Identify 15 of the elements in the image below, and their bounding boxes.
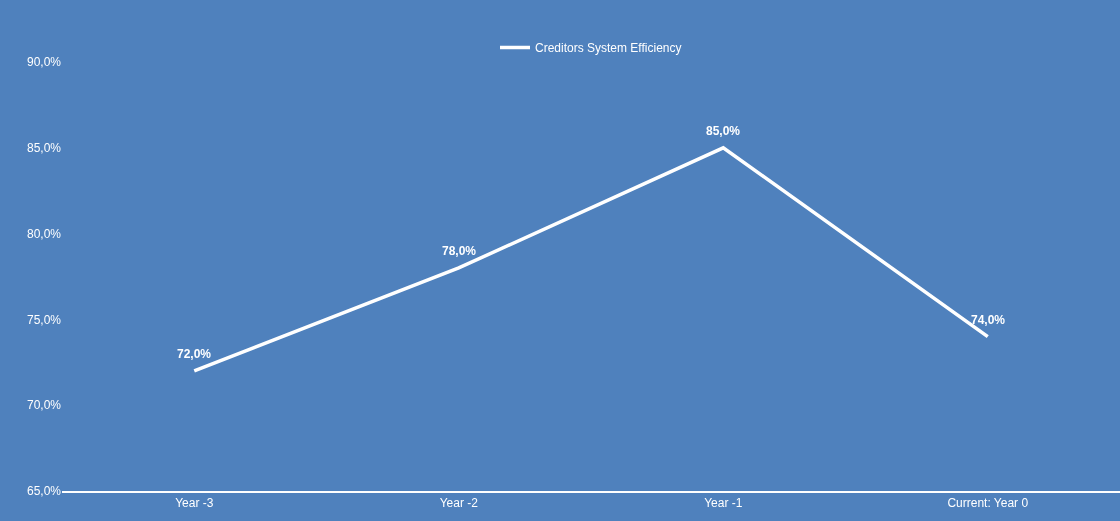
x-tick-label: Year -3 [175,496,214,511]
y-tick-label: 85,0% [26,141,62,155]
y-tick-label: 80,0% [26,226,62,241]
y-tick-label: 65,0% [26,484,62,499]
x-tick-label: Current: Year 0 [947,496,1029,511]
y-tick-label: 90,0% [26,55,62,70]
x-tick-label: Year -1 [704,496,743,511]
legend-label: Creditors System Efficiency [535,41,682,56]
data-label: 74,0% [971,313,1006,327]
x-tick-label: Year -2 [439,496,479,511]
y-tick-label: 75,0% [26,312,62,327]
data-label: 85,0% [706,124,741,138]
data-label: 78,0% [442,244,477,258]
data-label: 72,0% [177,347,212,361]
y-tick-label: 70,0% [26,398,62,413]
